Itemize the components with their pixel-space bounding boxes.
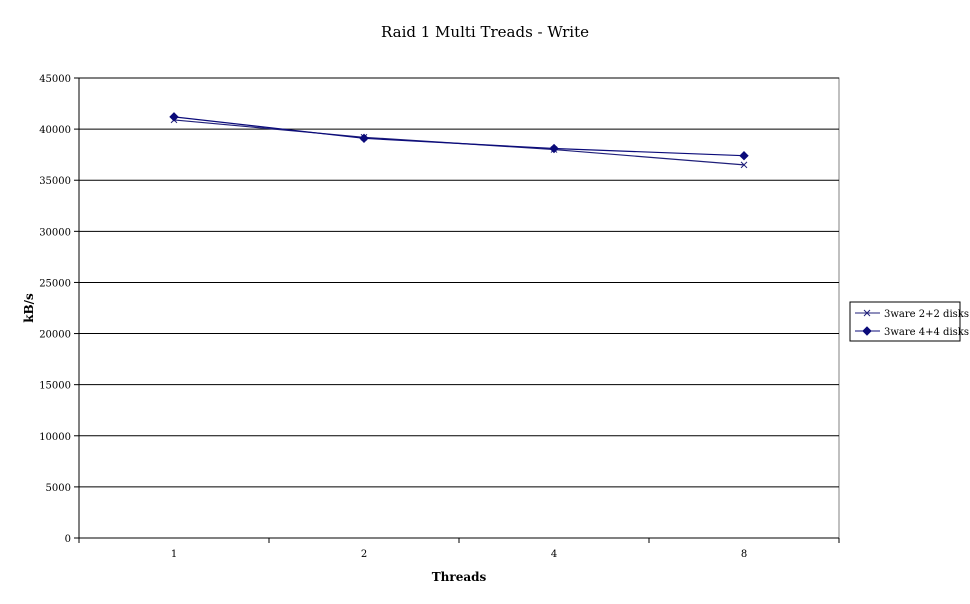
plot-frame [78, 77, 840, 539]
x-tick-label-8: 8 [741, 549, 747, 560]
x-tick-label-4: 4 [551, 549, 557, 560]
series-1-point-1 [359, 133, 369, 144]
y-tick-label-20000: 20000 [39, 330, 71, 341]
y-axis-ticks: 0 5000 10000 15000 20000 25000 30000 35000 40000… [39, 74, 79, 545]
x-tick-label-1: 1 [171, 549, 177, 560]
legend-box [849, 301, 961, 342]
legend-label-1: 3ware 4+4 disks [884, 327, 969, 338]
x-tick-label-2: 2 [361, 549, 367, 560]
series-line-1 [173, 116, 745, 157]
x-axis-ticks: 1 2 4 8 [78, 538, 840, 560]
y-tick-label-25000: 25000 [39, 278, 71, 289]
series-0-point-3 [740, 161, 748, 169]
legend-entry-1: 3ware 4+4 disks [855, 326, 969, 338]
y-tick-label-5000: 5000 [46, 483, 71, 494]
legend: 3ware 2+2 disks 3ware 4+4 disks [849, 301, 969, 342]
series-0-point-3-stroke-b [740, 161, 748, 169]
legend-marker-symbol-0 [863, 309, 871, 317]
y-tick-label-40000: 40000 [39, 125, 71, 136]
y-tick-label-30000: 30000 [39, 227, 71, 238]
legend-entry-0: 3ware 2+2 disks [855, 309, 969, 320]
series-1-point-2 [549, 143, 559, 154]
legend-label-0: 3ware 2+2 disks [884, 309, 969, 320]
series-1-point-3 [739, 150, 749, 161]
y-tick-label-0: 0 [65, 534, 71, 545]
y-tick-label-10000: 10000 [39, 432, 71, 443]
plot-area [78, 77, 840, 539]
series-1-point-0 [169, 112, 179, 122]
y-tick-label-45000: 45000 [39, 74, 71, 85]
legend-marker-symbol-0-stroke-b [863, 309, 871, 317]
y-tick-label-35000: 35000 [39, 176, 71, 187]
x-axis-label: Threads [432, 570, 487, 584]
legend-marker-0 [863, 309, 871, 317]
y-axis-label: kB/s [22, 293, 36, 323]
legend-marker-1 [862, 326, 872, 336]
legend-marker-symbol-1 [862, 326, 872, 336]
y-tick-label-15000: 15000 [39, 381, 71, 392]
series-layer [169, 112, 749, 169]
chart-title: Raid 1 Multi Treads - Write [381, 23, 589, 41]
